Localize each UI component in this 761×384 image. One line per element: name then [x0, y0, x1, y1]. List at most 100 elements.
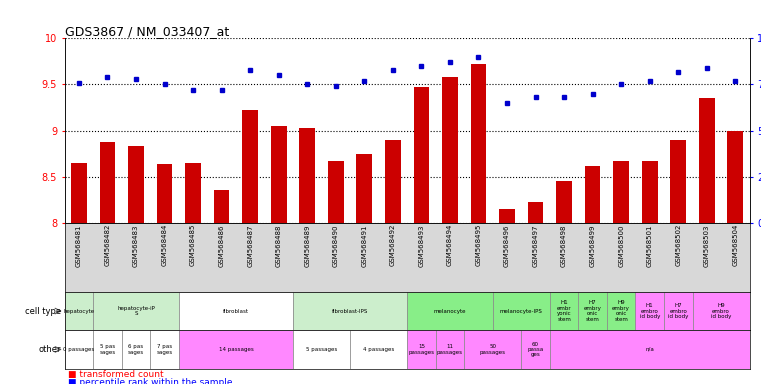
Bar — [642, 161, 658, 223]
Text: GSM568492: GSM568492 — [390, 224, 396, 266]
Bar — [664, 292, 693, 330]
Bar — [100, 142, 116, 223]
Bar — [413, 87, 429, 223]
Text: 7 pas
sages: 7 pas sages — [157, 344, 173, 355]
Bar — [699, 98, 715, 223]
Text: melanocyte: melanocyte — [434, 308, 466, 314]
Text: GSM568491: GSM568491 — [361, 224, 368, 266]
Bar — [435, 330, 464, 369]
Bar — [549, 330, 750, 369]
Bar — [93, 292, 179, 330]
Text: hepatocyte: hepatocyte — [63, 308, 94, 314]
Bar — [464, 330, 521, 369]
Bar — [293, 330, 350, 369]
Text: GSM568502: GSM568502 — [675, 224, 681, 266]
Bar — [635, 292, 664, 330]
Text: 11
passages: 11 passages — [437, 344, 463, 355]
Bar — [407, 292, 493, 330]
Text: GSM568487: GSM568487 — [247, 224, 253, 266]
Text: cell type: cell type — [25, 306, 61, 316]
Text: GSM568486: GSM568486 — [218, 224, 224, 266]
Text: GSM568488: GSM568488 — [275, 224, 282, 266]
Bar — [556, 181, 572, 223]
Text: 5 pas
sages: 5 pas sages — [100, 344, 116, 355]
Bar — [71, 163, 87, 223]
Text: H7
embro
id body: H7 embro id body — [668, 303, 689, 319]
Text: GSM568484: GSM568484 — [161, 224, 167, 266]
Bar — [693, 292, 750, 330]
Bar — [271, 126, 287, 223]
Text: 50
passages: 50 passages — [479, 344, 506, 355]
Text: 0 passages: 0 passages — [63, 347, 94, 352]
Bar — [499, 209, 515, 223]
Text: 5 passages: 5 passages — [306, 347, 337, 352]
Bar — [613, 161, 629, 223]
Bar — [385, 140, 401, 223]
Text: GSM568483: GSM568483 — [133, 224, 139, 266]
Bar — [214, 190, 230, 223]
Text: GSM568496: GSM568496 — [504, 224, 510, 266]
Bar — [350, 330, 407, 369]
Bar — [407, 330, 436, 369]
Text: hepatocyte-iP
S: hepatocyte-iP S — [117, 306, 155, 316]
Bar — [151, 330, 179, 369]
Text: GSM568504: GSM568504 — [732, 224, 738, 266]
Bar — [578, 292, 607, 330]
Text: GSM568499: GSM568499 — [590, 224, 596, 266]
Text: GSM568485: GSM568485 — [190, 224, 196, 266]
Text: GSM568482: GSM568482 — [104, 224, 110, 266]
Bar — [670, 140, 686, 223]
Bar — [470, 64, 486, 223]
Text: 15
passages: 15 passages — [409, 344, 435, 355]
Text: 60
passa
ges: 60 passa ges — [527, 341, 543, 358]
Text: H1
embr
yonic
stem: H1 embr yonic stem — [557, 300, 572, 322]
Bar — [521, 330, 550, 369]
Text: GSM568490: GSM568490 — [333, 224, 339, 266]
Bar — [728, 131, 743, 223]
Text: ■ transformed count: ■ transformed count — [68, 370, 164, 379]
Bar — [527, 202, 543, 223]
Text: H7
embry
onic
stem: H7 embry onic stem — [584, 300, 601, 322]
Text: H1
embro
id body: H1 embro id body — [639, 303, 660, 319]
Text: fibroblast: fibroblast — [223, 308, 249, 314]
Text: fibroblast-IPS: fibroblast-IPS — [332, 308, 368, 314]
Bar — [179, 292, 293, 330]
Bar — [93, 330, 122, 369]
Text: ■ percentile rank within the sample: ■ percentile rank within the sample — [68, 377, 233, 384]
Bar — [607, 292, 635, 330]
Bar — [122, 330, 151, 369]
Bar — [442, 77, 458, 223]
Bar — [179, 330, 293, 369]
Text: GSM568501: GSM568501 — [647, 224, 653, 266]
Text: GSM568481: GSM568481 — [76, 224, 82, 266]
Bar — [549, 292, 578, 330]
Text: GSM568494: GSM568494 — [447, 224, 453, 266]
Bar — [128, 146, 144, 223]
Bar — [299, 128, 315, 223]
Bar — [293, 292, 407, 330]
Text: GSM568495: GSM568495 — [476, 224, 482, 266]
Bar — [328, 161, 344, 223]
Bar — [65, 330, 93, 369]
Text: GSM568489: GSM568489 — [304, 224, 310, 266]
Bar — [356, 154, 372, 223]
Text: GSM568498: GSM568498 — [561, 224, 567, 266]
Text: n/a: n/a — [645, 347, 654, 352]
Text: 14 passages: 14 passages — [218, 347, 253, 352]
Text: H9
embro
id body: H9 embro id body — [711, 303, 731, 319]
Bar — [584, 166, 600, 223]
Bar — [493, 292, 549, 330]
Text: GSM568497: GSM568497 — [533, 224, 539, 266]
Text: GSM568500: GSM568500 — [618, 224, 624, 266]
Text: 6 pas
sages: 6 pas sages — [128, 344, 144, 355]
Text: other: other — [38, 345, 61, 354]
Text: GSM568503: GSM568503 — [704, 224, 710, 266]
Bar — [157, 164, 173, 223]
Text: GDS3867 / NM_033407_at: GDS3867 / NM_033407_at — [65, 25, 229, 38]
Text: 4 passages: 4 passages — [363, 347, 394, 352]
Bar — [242, 110, 258, 223]
Bar — [65, 292, 93, 330]
Text: H9
embry
onic
stem: H9 embry onic stem — [613, 300, 630, 322]
Bar — [185, 163, 201, 223]
Text: melanocyte-IPS: melanocyte-IPS — [500, 308, 543, 314]
